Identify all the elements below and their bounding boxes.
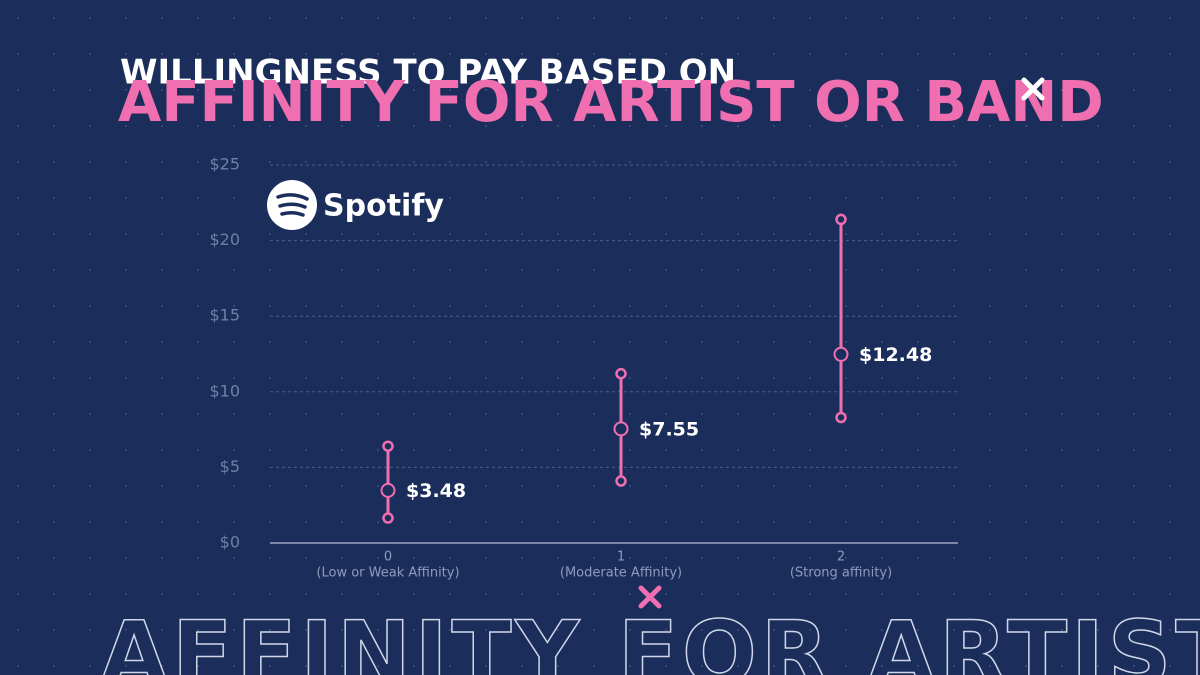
y-tick-label: $20 bbox=[209, 230, 240, 249]
low-marker bbox=[382, 512, 394, 524]
high-marker bbox=[615, 367, 627, 380]
value-label: $12.48 bbox=[859, 344, 932, 366]
y-tick-label: $15 bbox=[209, 306, 240, 325]
close-icon bbox=[1021, 77, 1045, 101]
x-tick-description: (Low or Weak Affinity) bbox=[316, 566, 459, 581]
y-tick-label: $0 bbox=[220, 533, 240, 552]
x-icon bbox=[638, 585, 662, 609]
chart-title: WILLINGNESS TO PAY BASED ON bbox=[120, 53, 736, 93]
background-text: AFFINITY FOR ARTIST OR bbox=[100, 602, 1200, 675]
x-tick-description: (Moderate Affinity) bbox=[560, 566, 682, 581]
high-marker bbox=[382, 440, 394, 452]
low-marker bbox=[835, 411, 847, 424]
x-tick-label: 0 bbox=[384, 550, 392, 565]
value-marker bbox=[613, 421, 629, 437]
spotify-logo: Spotify bbox=[267, 180, 444, 230]
y-tick-label: $10 bbox=[209, 381, 240, 400]
value-marker bbox=[380, 482, 396, 498]
value-label: $3.48 bbox=[406, 480, 466, 502]
low-marker bbox=[615, 475, 627, 487]
x-tick-label: 2 bbox=[837, 550, 845, 565]
chart-subtitle: AFFINITY FOR ARTIST OR BAND bbox=[118, 70, 1104, 135]
x-tick-label: 1 bbox=[617, 550, 625, 565]
y-tick-label: $25 bbox=[209, 155, 240, 174]
high-marker bbox=[835, 213, 847, 226]
y-tick-label: $5 bbox=[220, 457, 240, 476]
value-marker bbox=[833, 346, 849, 362]
value-label: $7.55 bbox=[639, 418, 699, 440]
x-tick-description: (Strong affinity) bbox=[790, 566, 892, 581]
logo-text: Spotify bbox=[323, 189, 444, 224]
